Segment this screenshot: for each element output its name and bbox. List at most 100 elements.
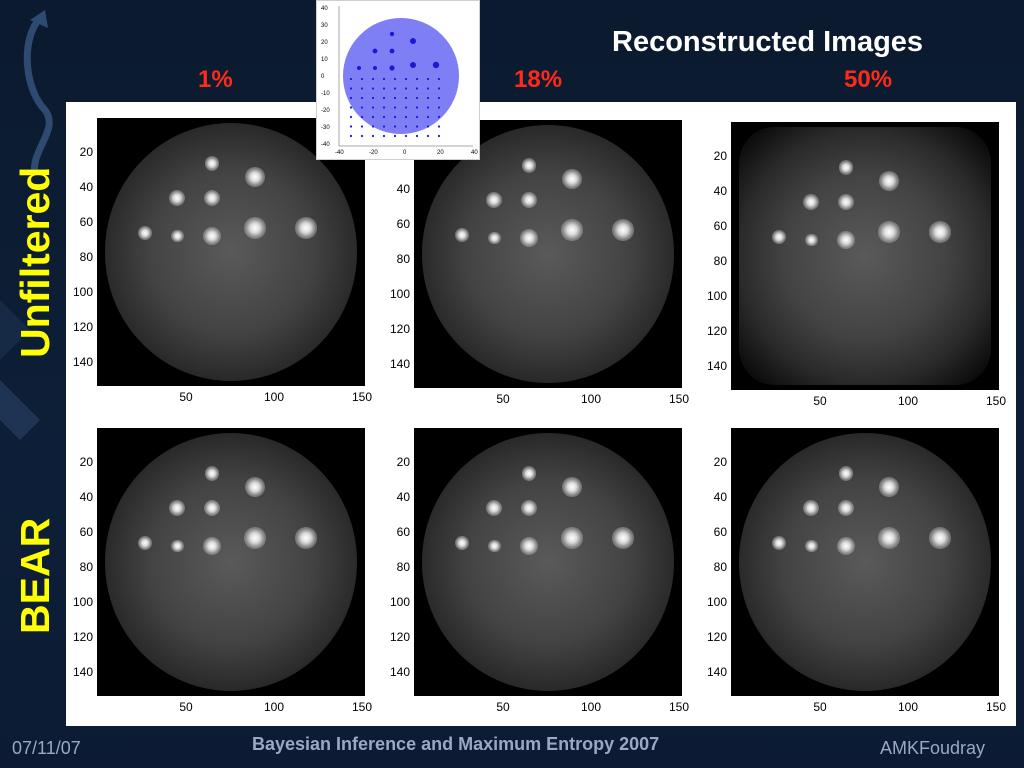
column-label-18pct: 18%	[514, 66, 563, 93]
hot-spot	[486, 500, 503, 517]
y-tick-label: 40	[713, 490, 727, 504]
inset-x-tick: 0	[403, 150, 407, 156]
phantom-source-dot	[404, 115, 408, 119]
phantom-source-dot	[410, 38, 416, 44]
phantom-source-dot	[371, 106, 375, 109]
inset-y-tick: 10	[321, 57, 328, 63]
hot-spot	[203, 226, 222, 245]
activity-region	[422, 433, 674, 691]
inset-x-tick: -40	[335, 150, 344, 156]
hot-spot	[520, 536, 539, 555]
hot-spot	[562, 169, 583, 189]
phantom-source-dot	[393, 77, 397, 81]
phantom-source-dot	[415, 115, 419, 119]
phantom-source-dot	[349, 134, 353, 138]
hot-spot	[561, 527, 583, 549]
y-tick-label: 80	[79, 560, 93, 574]
y-tick-label: 60	[79, 525, 93, 539]
y-tick-label: 60	[396, 525, 410, 539]
inset-x-tick: 20	[437, 150, 444, 156]
y-tick-label: 40	[79, 490, 93, 504]
x-tick-label: 150	[351, 390, 373, 404]
phantom-source-dot	[393, 115, 397, 119]
inset-y-tick: 40	[321, 6, 328, 12]
phantom-source-dot	[415, 77, 419, 81]
y-tick-label: 60	[713, 219, 727, 233]
phantom-source-dot	[371, 134, 375, 138]
y-tick-label: 80	[713, 560, 727, 574]
hot-spot	[803, 500, 820, 517]
hot-spot	[244, 217, 266, 239]
hot-spot	[138, 226, 153, 241]
activity-region	[105, 433, 357, 691]
hot-spot	[205, 466, 220, 481]
phantom-source-dot	[389, 31, 395, 37]
y-tick-label: 100	[72, 285, 93, 299]
phantom-source-dot	[360, 87, 364, 90]
y-tick-label: 120	[389, 322, 410, 336]
hot-spot	[562, 477, 583, 497]
phantom-source-dot	[415, 106, 419, 109]
phantom-source-dot	[389, 48, 395, 54]
hot-spot	[838, 500, 855, 517]
hot-spot	[929, 221, 951, 243]
reconstructed-image-unfiltered-50pct	[731, 122, 999, 390]
x-tick-label: 150	[985, 394, 1007, 408]
phantom-source-dot	[382, 125, 386, 128]
y-tick-label: 80	[396, 252, 410, 266]
y-tick-label: 100	[389, 287, 410, 301]
hot-spot	[295, 527, 317, 549]
phantom-source-dot	[404, 106, 408, 109]
phantom-source-dot	[357, 66, 361, 70]
phantom-source-dot	[393, 106, 397, 109]
phantom-source-dot	[382, 96, 386, 100]
x-tick-label: 100	[897, 700, 919, 714]
slide-title: Reconstructed Images	[612, 26, 924, 58]
hot-spot	[879, 171, 900, 191]
hot-spot	[805, 233, 818, 247]
hot-spot	[520, 228, 539, 247]
y-tick-label: 40	[79, 180, 93, 194]
column-label-1pct: 1%	[198, 66, 233, 93]
phantom-source-dot	[371, 96, 375, 100]
phantom-source-dot	[437, 106, 441, 109]
phantom-source-dot	[426, 77, 430, 81]
row-label-unfiltered: Unfiltered	[12, 166, 58, 358]
hot-spot	[522, 466, 537, 481]
y-tick-label: 120	[706, 324, 727, 338]
hot-spot	[488, 539, 501, 553]
phantom-source-dot	[349, 125, 353, 128]
y-tick-label: 40	[396, 182, 410, 196]
y-tick-label: 80	[396, 560, 410, 574]
x-tick-label: 150	[668, 392, 690, 406]
hot-spot	[837, 230, 856, 249]
phantom-source-dot	[382, 87, 386, 90]
y-tick-label: 100	[389, 595, 410, 609]
hot-spot	[244, 527, 266, 549]
x-tick-label: 100	[897, 394, 919, 408]
hot-spot	[205, 156, 220, 171]
phantom-source-dot	[382, 115, 386, 119]
inset-y-tick: 30	[321, 23, 328, 29]
phantom-source-dot	[349, 87, 353, 90]
inset-y-tick: -10	[321, 91, 330, 97]
y-tick-label: 40	[713, 184, 727, 198]
y-tick-label: 60	[396, 217, 410, 231]
phantom-source-dot	[360, 125, 364, 128]
row-label-bear: BEAR	[12, 517, 58, 634]
y-tick-label: 140	[706, 665, 727, 679]
phantom-source-dot	[389, 65, 395, 71]
reconstructed-image-unfiltered-18pct	[414, 120, 682, 388]
y-tick-label: 20	[713, 455, 727, 469]
x-tick-label: 50	[496, 700, 510, 714]
y-tick-label: 20	[79, 145, 93, 159]
x-tick-label: 150	[351, 700, 373, 714]
reconstructed-image-unfiltered-1pct	[97, 118, 365, 386]
hot-spot	[772, 230, 787, 245]
phantom-source-dot	[371, 125, 375, 128]
x-tick-label: 50	[496, 392, 510, 406]
hot-spot	[878, 221, 900, 243]
phantom-disk	[343, 18, 459, 134]
inset-x-tick: 40	[471, 150, 478, 156]
hot-spot	[837, 536, 856, 555]
